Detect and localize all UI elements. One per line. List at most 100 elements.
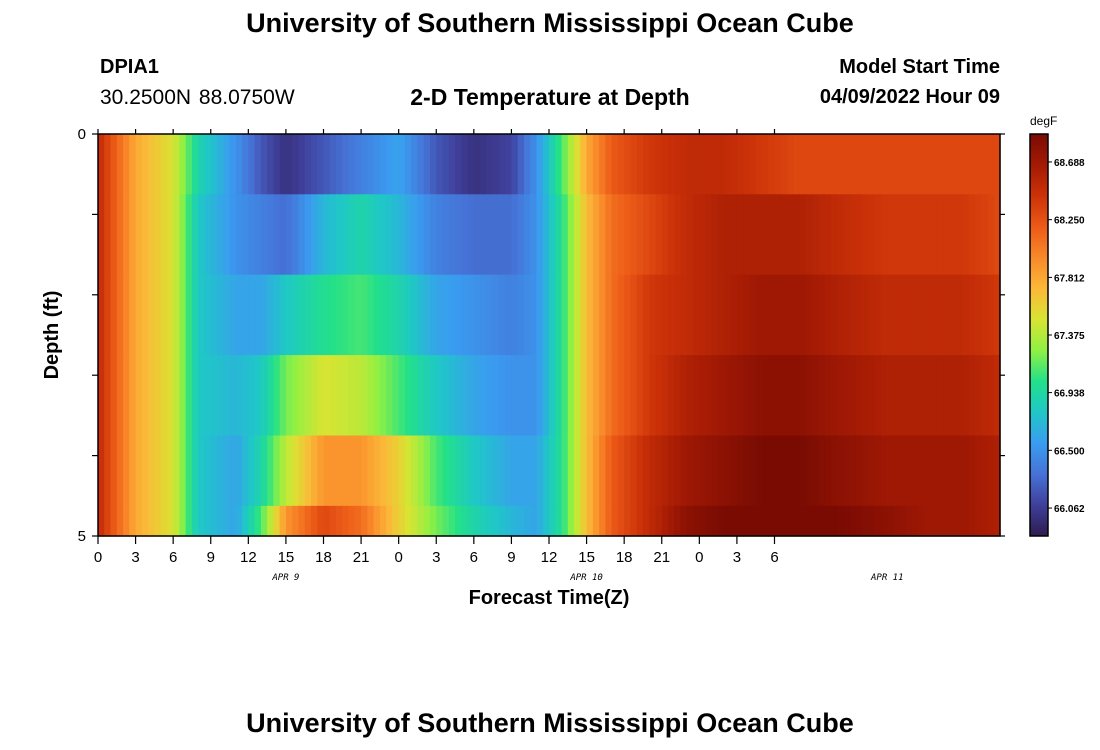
heatmap-cell <box>173 435 181 507</box>
heatmap-cell <box>899 505 907 537</box>
heatmap-cell <box>417 134 425 195</box>
heatmap-cell <box>718 435 725 507</box>
heatmap-cell <box>123 505 130 537</box>
heatmap-cell <box>718 194 725 276</box>
heatmap-cell <box>404 194 412 276</box>
heatmap-cell <box>148 435 155 507</box>
heatmap-cell <box>486 194 494 276</box>
heatmap-cell <box>342 435 350 507</box>
heatmap-cell <box>574 435 581 507</box>
heatmap-cell <box>448 274 456 356</box>
heatmap-cell <box>931 194 938 276</box>
heatmap-cell <box>429 355 437 437</box>
heatmap-cell <box>774 134 782 195</box>
colorbar-tick-label: 66.500 <box>1054 446 1085 457</box>
heatmap-cell <box>329 505 337 537</box>
heatmap-cell <box>248 435 256 507</box>
heatmap-cell <box>185 355 193 437</box>
heatmap-cell <box>855 194 863 276</box>
heatmap-cell <box>793 274 801 356</box>
heatmap-cell <box>981 355 989 437</box>
heatmap-cell <box>260 274 268 356</box>
heatmap-cell <box>830 505 838 537</box>
heatmap-cell <box>223 274 231 356</box>
heatmap-cell <box>812 355 819 437</box>
heatmap-cell <box>110 274 118 356</box>
heatmap-cell <box>761 505 769 537</box>
heatmap-cell <box>887 435 895 507</box>
heatmap-cell <box>949 134 957 195</box>
heatmap-cell <box>931 435 938 507</box>
heatmap-cell <box>323 274 331 356</box>
heatmap-cell <box>304 435 312 507</box>
heatmap-cell <box>837 355 844 437</box>
heatmap-cell <box>436 355 444 437</box>
x-tick-label: 18 <box>315 549 332 566</box>
heatmap-cell <box>198 134 206 195</box>
heatmap-cell <box>173 134 181 195</box>
heatmap-cell <box>110 134 118 195</box>
heatmap-cell <box>912 274 920 356</box>
heatmap-cell <box>974 505 982 537</box>
heatmap-cell <box>104 505 112 537</box>
heatmap-cell <box>981 194 989 276</box>
heatmap-cell <box>711 274 719 356</box>
heatmap-cell <box>298 355 306 437</box>
heatmap-cell <box>724 134 732 195</box>
heatmap-cell <box>191 435 199 507</box>
heatmap-cell <box>968 194 976 276</box>
heatmap-cell <box>636 134 644 195</box>
heatmap-cell <box>198 505 206 537</box>
heatmap-cell <box>498 505 506 537</box>
heatmap-cell <box>586 274 594 356</box>
heatmap-cell <box>379 355 387 437</box>
heatmap-cell <box>379 194 387 276</box>
heatmap-cell <box>135 505 143 537</box>
heatmap-cell <box>862 435 870 507</box>
heatmap-cell <box>711 194 719 276</box>
heatmap-cell <box>617 134 625 195</box>
colorbar-tick-label: 67.812 <box>1054 273 1085 284</box>
heatmap-cell <box>148 355 155 437</box>
heatmap-cell <box>987 505 995 537</box>
heatmap-cell <box>711 435 719 507</box>
heatmap-cell <box>830 194 838 276</box>
heatmap-cell <box>830 435 838 507</box>
heatmap-cell <box>455 274 462 356</box>
heatmap-cell <box>636 194 644 276</box>
heatmap-cell <box>304 274 312 356</box>
heatmap-cell <box>724 194 732 276</box>
heatmap-cell <box>693 505 700 537</box>
x-tick-label: 6 <box>169 549 177 566</box>
heatmap-cell <box>523 505 531 537</box>
x-tick-label: 6 <box>470 549 478 566</box>
heatmap-cell <box>849 355 857 437</box>
heatmap-cell <box>561 134 569 195</box>
colorbar: 68.688 68.250 67.812 67.375 66.938 66.500 66.0… <box>1029 114 1085 537</box>
heatmap-cell <box>204 435 212 507</box>
heatmap-cell <box>336 194 343 276</box>
heatmap-cell <box>837 274 844 356</box>
heatmap-cell <box>730 134 738 195</box>
heatmap-cell <box>705 134 713 195</box>
heatmap-cell <box>906 355 913 437</box>
heatmap-cell <box>668 194 675 276</box>
heatmap-cell <box>248 194 256 276</box>
x-tick-label: 12 <box>541 549 558 566</box>
heatmap-cell <box>818 134 826 195</box>
heatmap-cell <box>279 134 287 195</box>
heatmap-cell <box>599 355 606 437</box>
heatmap-cell <box>480 435 487 507</box>
heatmap-cell <box>285 274 293 356</box>
heatmap-cell <box>285 134 293 195</box>
heatmap-cell <box>956 505 964 537</box>
heatmap-cell <box>373 435 381 507</box>
heatmap-cell <box>386 134 393 195</box>
heatmap-cell <box>549 355 556 437</box>
heatmap-cell <box>166 505 174 537</box>
heatmap-cell <box>254 435 262 507</box>
heatmap-cell <box>649 194 657 276</box>
heatmap-cell <box>148 134 155 195</box>
heatmap-cell <box>191 355 199 437</box>
heatmap-cell <box>699 194 707 276</box>
